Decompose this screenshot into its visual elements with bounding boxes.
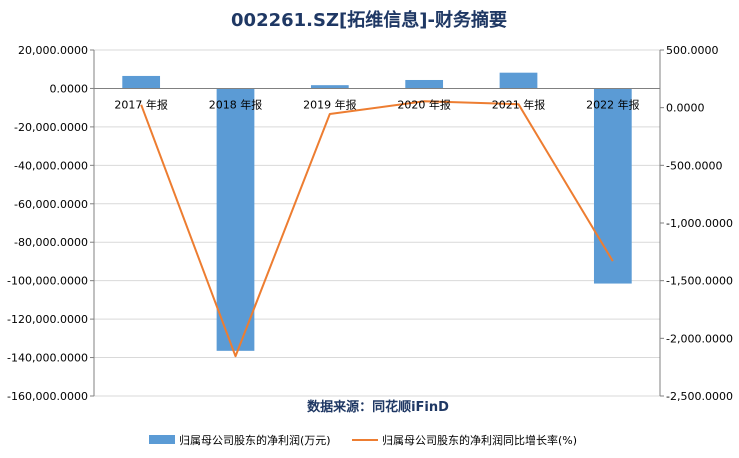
right-axis-tick-label: -500.0000 xyxy=(666,159,722,172)
category-label: 2022 年报 xyxy=(586,97,640,111)
left-axis-tick-label: -160,000.0000 xyxy=(7,390,88,403)
left-axis-tick-label: -100,000.0000 xyxy=(7,275,88,288)
line-layer xyxy=(140,100,614,358)
source-note: 数据来源：同花顺iFinD xyxy=(307,399,449,415)
right-axis-tick-label: -1,500.0000 xyxy=(666,275,733,288)
axis-layer: 20,000.0000 0.0000 -20,000.0000 -40,000.000… xyxy=(7,44,733,403)
left-axis-tick-label: -60,000.0000 xyxy=(14,198,88,211)
legend-swatch-bar xyxy=(149,435,175,444)
right-axis-tick-label: 500.0000 xyxy=(666,44,719,57)
legend-label-line: 归属母公司股东的净利润同比增长率(%) xyxy=(382,433,577,447)
category-label: 2019 年报 xyxy=(303,97,357,111)
right-axis-tick-label: 0.0000 xyxy=(666,102,705,115)
category-label: 2017 年报 xyxy=(114,97,168,111)
bar xyxy=(122,75,161,89)
category-label: 2018 年报 xyxy=(209,97,263,111)
bar-layer xyxy=(122,72,632,351)
left-axis-tick-label: -40,000.0000 xyxy=(14,159,88,172)
left-axis-tick-label: 20,000.0000 xyxy=(18,44,88,57)
bar xyxy=(310,85,349,89)
right-axis-tick-label: -1,000.0000 xyxy=(666,217,733,230)
category-label: 2020 年报 xyxy=(397,97,451,111)
right-axis-tick-label: -2,500.0000 xyxy=(666,390,733,403)
bar xyxy=(405,79,444,89)
left-axis-tick-label: -140,000.0000 xyxy=(7,352,88,365)
bar xyxy=(499,72,538,89)
left-axis-tick-label: -120,000.0000 xyxy=(7,313,88,326)
left-axis-tick-label: -80,000.0000 xyxy=(14,236,88,249)
growth-rate-line xyxy=(140,100,614,358)
right-axis-tick-label: -2,000.0000 xyxy=(666,332,733,345)
legend: 归属母公司股东的净利润(万元) 归属母公司股东的净利润同比增长率(%) xyxy=(149,433,577,447)
grid-layer xyxy=(94,49,660,397)
category-label: 2021 年报 xyxy=(492,97,546,111)
bar xyxy=(593,88,632,284)
legend-label-bar: 归属母公司股东的净利润(万元) xyxy=(179,433,331,447)
bar xyxy=(216,88,255,351)
left-axis-tick-label: -20,000.0000 xyxy=(14,121,88,134)
label-layer: 2017 年报 2018 年报 2019 年报 2020 年报 2021 年报 2022 … xyxy=(114,97,639,111)
left-axis-tick-label: 0.0000 xyxy=(50,82,89,95)
chart-title: 002261.SZ[拓维信息]-财务摘要 xyxy=(231,9,507,31)
